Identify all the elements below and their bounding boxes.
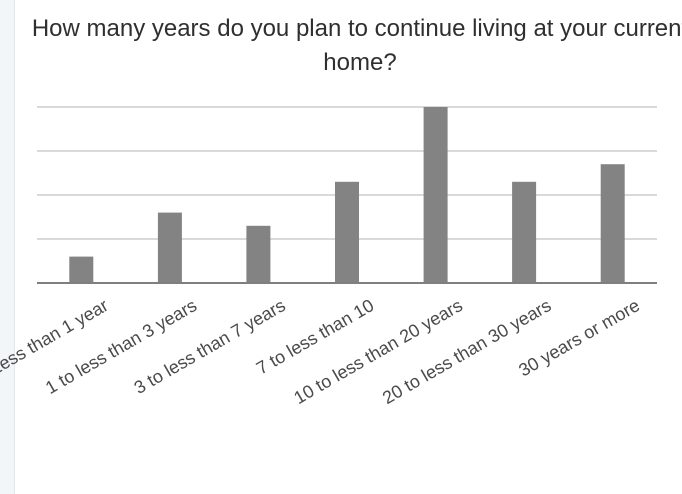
bar: [512, 181, 537, 283]
bars: [69, 107, 625, 283]
x-tick-label: 20 to less than 30 years: [379, 295, 555, 408]
x-tick-label: 3 to less than 7 years: [131, 295, 289, 398]
bar: [335, 181, 359, 283]
bar: [157, 212, 182, 283]
bar: [423, 107, 448, 283]
chart-title: How many years do you plan to continue l…: [31, 15, 682, 76]
bar: [69, 256, 94, 283]
bar: [246, 225, 271, 283]
bar: [600, 164, 625, 283]
x-tick-label: 1 to less than 3 years: [42, 295, 200, 398]
